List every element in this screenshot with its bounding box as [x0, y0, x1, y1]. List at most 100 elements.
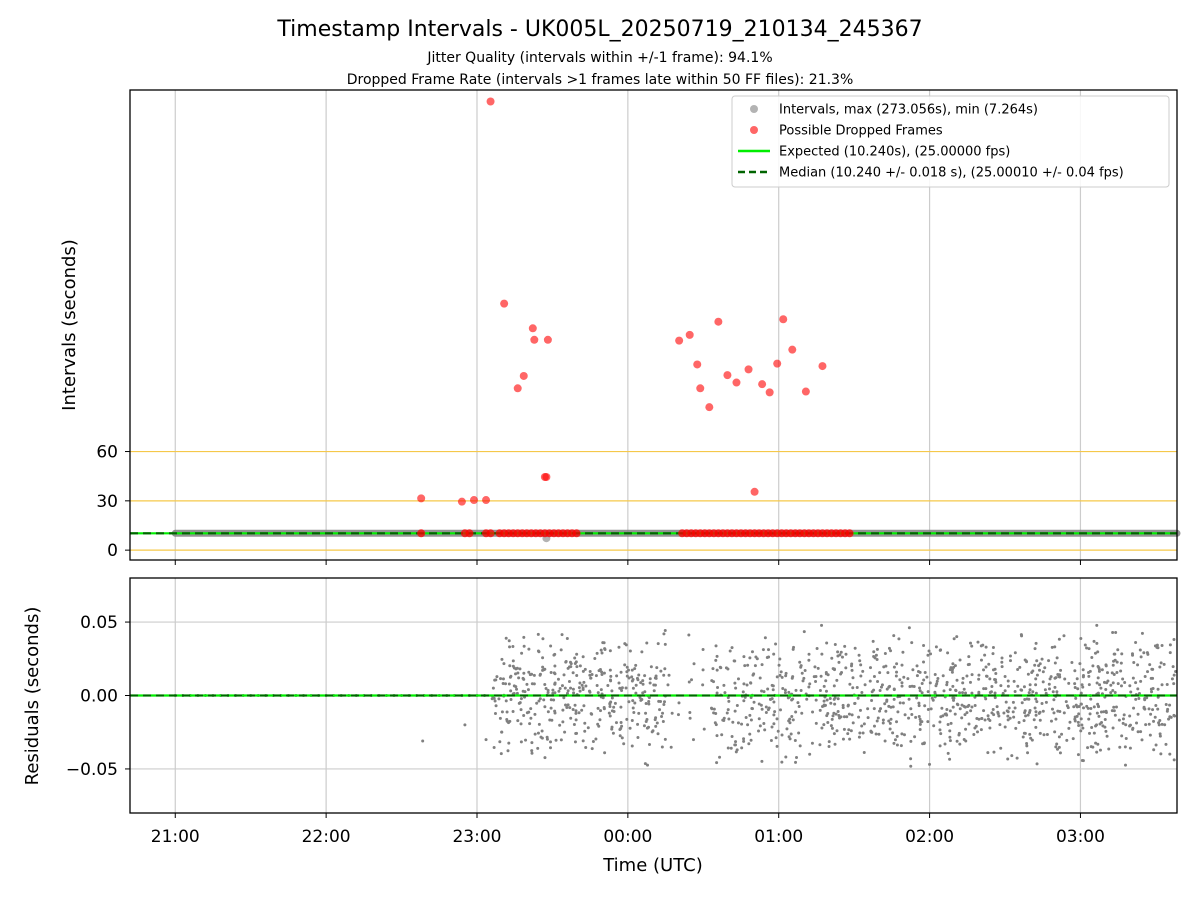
- residual-point: [726, 696, 730, 700]
- residual-point: [946, 751, 950, 755]
- residual-point: [1012, 715, 1016, 719]
- residual-point: [829, 701, 833, 705]
- residual-point: [771, 688, 775, 692]
- residual-point: [594, 674, 598, 678]
- residual-point: [743, 664, 747, 668]
- residual-point: [1147, 707, 1151, 711]
- residual-point: [661, 711, 665, 715]
- residual-point: [917, 704, 921, 708]
- residual-point: [814, 721, 818, 725]
- residual-point: [961, 676, 965, 680]
- residual-point: [588, 669, 592, 673]
- residual-point: [958, 658, 962, 662]
- residual-point: [880, 683, 884, 687]
- residual-point: [839, 650, 843, 654]
- residual-point: [1044, 691, 1048, 695]
- residual-point: [519, 740, 523, 744]
- residual-point: [884, 664, 888, 668]
- residual-point: [1013, 706, 1017, 710]
- residual-point: [948, 735, 952, 739]
- residual-point: [1171, 665, 1175, 669]
- residual-point: [608, 714, 612, 718]
- residual-point: [999, 684, 1003, 688]
- residual-point: [1095, 681, 1099, 685]
- residual-point: [623, 663, 627, 667]
- residual-point: [536, 632, 540, 636]
- residual-point: [970, 644, 974, 648]
- residual-point: [1065, 704, 1069, 708]
- residual-point: [497, 697, 501, 701]
- residual-point: [1149, 712, 1153, 716]
- residual-point: [644, 701, 648, 705]
- residual-point: [820, 726, 824, 730]
- residual-point: [1095, 711, 1099, 715]
- residual-point: [920, 691, 924, 695]
- residual-point: [578, 681, 582, 685]
- residual-point: [995, 705, 999, 709]
- residual-point: [766, 687, 770, 691]
- residual-point: [955, 635, 959, 639]
- residual-point: [1038, 731, 1042, 735]
- dropped-frame-point: [530, 335, 539, 344]
- residual-point: [733, 709, 737, 713]
- residual-point: [951, 696, 955, 700]
- residual-point: [609, 700, 613, 704]
- residual-point: [1073, 669, 1077, 673]
- residual-point: [1090, 726, 1094, 730]
- residual-point: [662, 632, 666, 636]
- residual-point: [1023, 658, 1027, 662]
- residual-point: [1152, 719, 1156, 723]
- residual-point: [853, 702, 857, 706]
- residual-point: [1008, 659, 1012, 663]
- residual-point: [942, 689, 946, 693]
- residual-point: [609, 679, 613, 683]
- residual-point: [611, 731, 615, 735]
- residual-point: [620, 689, 624, 693]
- residual-point: [537, 699, 541, 703]
- residual-point: [840, 655, 844, 659]
- residual-point: [983, 718, 987, 722]
- residual-point: [549, 706, 553, 710]
- residual-point: [538, 697, 542, 701]
- residual-point: [645, 717, 649, 721]
- residual-point: [556, 677, 560, 681]
- residual-point: [500, 710, 504, 714]
- residual-point: [742, 682, 746, 686]
- residual-point: [560, 684, 564, 688]
- residual-point: [653, 676, 657, 680]
- residual-point: [991, 645, 995, 649]
- residual-point: [843, 644, 847, 648]
- residual-point: [1106, 679, 1110, 683]
- residual-point: [563, 686, 567, 690]
- residual-point: [600, 670, 604, 674]
- residual-point: [893, 738, 897, 742]
- residual-point: [774, 642, 778, 646]
- residual-point: [1017, 720, 1021, 724]
- residual-point: [1004, 700, 1008, 704]
- residual-point: [1028, 683, 1032, 687]
- residual-point: [1011, 710, 1015, 714]
- residual-point: [1160, 683, 1164, 687]
- residual-point: [627, 700, 631, 704]
- residual-point: [652, 689, 656, 693]
- residual-point: [751, 673, 755, 677]
- residual-point: [747, 742, 751, 746]
- residual-point: [641, 682, 645, 686]
- residual-point: [973, 726, 977, 730]
- residual-point: [908, 684, 912, 688]
- residual-point: [927, 649, 931, 653]
- residual-point: [715, 734, 719, 738]
- residual-point: [1087, 647, 1091, 651]
- residual-point: [527, 647, 531, 651]
- residual-point: [842, 727, 846, 731]
- residual-point: [868, 666, 872, 670]
- residual-point: [975, 716, 979, 720]
- residual-point: [853, 646, 857, 650]
- residual-point: [574, 732, 578, 736]
- residual-point: [951, 662, 955, 666]
- residual-point: [498, 740, 502, 744]
- residual-point: [505, 719, 509, 723]
- residual-point: [634, 683, 638, 687]
- residual-point: [528, 722, 532, 726]
- residual-point: [1038, 718, 1042, 722]
